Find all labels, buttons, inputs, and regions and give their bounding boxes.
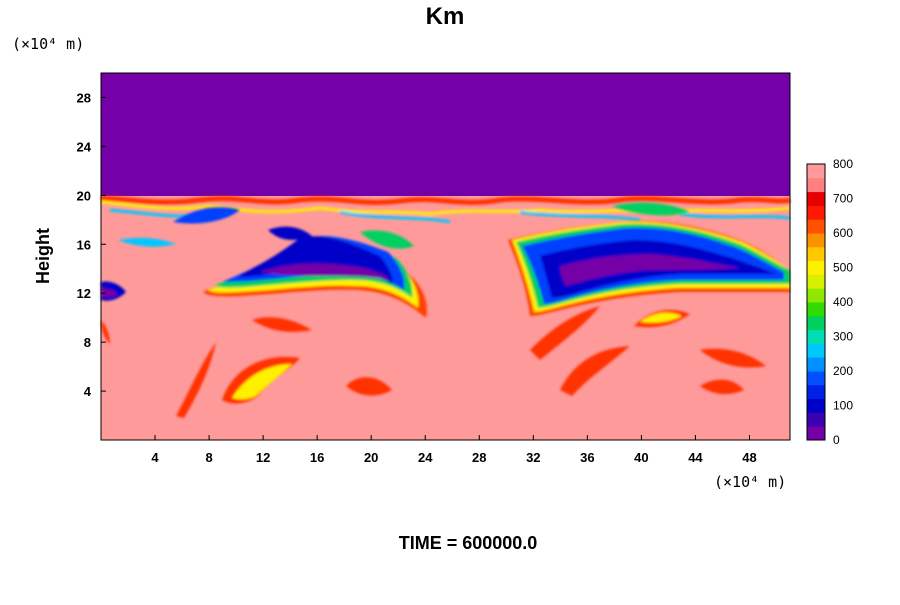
x-tick-label: 32	[526, 450, 540, 465]
y-axis-label: Height	[33, 228, 53, 284]
colorbar-swatch	[807, 219, 825, 234]
y-tick-label: 20	[77, 188, 91, 203]
x-tick-label: 40	[634, 450, 648, 465]
colorbar-tick-label: 300	[833, 330, 853, 344]
time-label: TIME = 600000.0	[399, 533, 538, 553]
y-tick-label: 16	[77, 237, 91, 252]
colorbar-swatch	[807, 426, 825, 441]
x-tick-label: 48	[742, 450, 756, 465]
x-tick-label: 4	[151, 450, 159, 465]
x-tick-label: 8	[205, 450, 212, 465]
colorbar-swatch	[807, 384, 825, 400]
colorbar-swatch	[807, 233, 825, 248]
x-tick-label: 36	[580, 450, 594, 465]
y-tick-label: 8	[84, 335, 91, 350]
y-axis: 4 8 12 16 20 24 28	[77, 90, 106, 399]
plot-frame	[100, 72, 791, 441]
x-axis: 4 8 12 16 20 24 28 32 36 40 44 48	[151, 435, 757, 465]
colorbar-tick-label: 400	[833, 295, 853, 309]
lower-plumes	[101, 306, 766, 418]
colorbar-tick-label: 800	[833, 157, 853, 171]
x-axis-unit: (×10⁴ m)	[714, 473, 786, 491]
colorbar-swatch	[807, 302, 825, 317]
left-low-km-region	[101, 207, 427, 318]
y-tick-label: 12	[77, 286, 91, 301]
y-tick-label: 4	[84, 384, 92, 399]
colorbar-tick-label: 700	[833, 192, 853, 206]
colorbar-tick-label: 0	[833, 433, 840, 447]
colorbar-tick-label: 100	[833, 399, 853, 413]
colorbar-tick-label: 200	[833, 364, 853, 378]
colorbar-swatch	[807, 329, 825, 344]
colorbar-tick-label: 500	[833, 261, 853, 275]
colorbar-frame	[806, 163, 826, 441]
y-tick-label: 24	[77, 139, 92, 154]
y-axis-unit: (×10⁴ m)	[12, 35, 84, 53]
colorbar-swatch	[807, 343, 825, 358]
upper-layer-fill	[101, 73, 790, 196]
x-tick-label: 20	[364, 450, 378, 465]
colorbar-swatch	[807, 357, 825, 372]
x-tick-label: 28	[472, 450, 486, 465]
colorbar-swatch	[807, 412, 825, 427]
x-tick-label: 24	[418, 450, 433, 465]
colorbar-tick-label: 600	[833, 226, 853, 240]
x-tick-label: 16	[310, 450, 324, 465]
chart-title: Km	[426, 3, 465, 30]
colorbar-swatch	[807, 371, 825, 386]
right-low-km-region	[508, 202, 790, 316]
colorbar-swatch	[807, 274, 825, 289]
colorbar-swatch	[807, 177, 825, 193]
colorbar-swatch	[807, 164, 825, 179]
x-tick-label: 44	[688, 450, 703, 465]
colorbar-swatch	[807, 398, 825, 413]
colorbar-swatch	[807, 288, 825, 303]
plot-area	[100, 72, 791, 441]
colorbar-swatch	[807, 205, 825, 220]
colorbar-swatch	[807, 260, 825, 275]
colorbar: 0 100 200 300 400 500 600 700 800	[806, 157, 853, 447]
colorbar-swatch	[807, 191, 825, 206]
colorbar-swatch	[807, 246, 825, 262]
y-tick-label: 28	[77, 90, 91, 105]
colorbar-swatch	[807, 315, 825, 331]
x-tick-label: 12	[256, 450, 270, 465]
